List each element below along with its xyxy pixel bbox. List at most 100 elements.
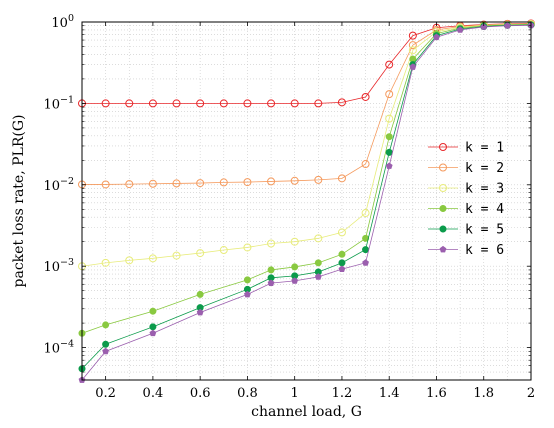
data-point [314, 273, 322, 280]
data-point [362, 246, 370, 254]
data-point [101, 99, 110, 108]
data-point [361, 209, 370, 218]
x-tick-label: 0.6 [190, 386, 211, 401]
data-point [290, 176, 299, 185]
data-point [267, 99, 276, 108]
data-point [196, 290, 204, 298]
data-point [172, 251, 181, 260]
legend-marker [439, 143, 447, 151]
data-point [409, 63, 417, 70]
x-tick-label: 1.2 [332, 386, 353, 401]
data-point [125, 256, 134, 265]
x-tick-label: 1 [291, 386, 299, 401]
data-point [102, 347, 110, 355]
data-point [385, 148, 393, 156]
series-3 [78, 20, 535, 271]
x-axis-label: channel load, G [251, 404, 362, 420]
data-point [480, 23, 488, 30]
data-point [361, 160, 370, 169]
series-line [81, 23, 532, 267]
data-point [385, 90, 394, 99]
data-point [149, 307, 157, 315]
data-point [408, 46, 417, 55]
legend-label: k = 3 [465, 182, 504, 197]
data-point [362, 234, 370, 242]
data-point [408, 31, 417, 40]
data-point [291, 277, 299, 284]
data-point [101, 180, 110, 189]
grid [82, 21, 532, 381]
y-tick-label: 10−2 [43, 176, 74, 194]
data-point [456, 26, 464, 33]
legend-label: k = 4 [465, 202, 504, 217]
data-point [148, 99, 157, 108]
legend-marker [439, 184, 447, 192]
data-point [290, 99, 299, 108]
data-point [148, 254, 157, 263]
data-point [101, 258, 110, 267]
series-line [81, 24, 532, 370]
x-tick-label: 2 [527, 386, 535, 401]
data-point [172, 99, 181, 108]
data-point [290, 237, 299, 246]
data-point [314, 259, 322, 267]
legend-item: k = 2 [428, 161, 504, 176]
legend-marker [439, 205, 447, 213]
data-point [244, 290, 251, 298]
series-6 [78, 21, 535, 383]
data-point [149, 329, 157, 337]
data-point [102, 321, 110, 329]
data-point [314, 234, 323, 243]
data-point [337, 98, 346, 107]
data-point [433, 33, 440, 41]
data-point [219, 99, 228, 108]
data-point [172, 179, 181, 188]
data-point [267, 279, 275, 286]
data-point [314, 99, 323, 108]
data-point [267, 239, 276, 248]
y-tick-label: 100 [51, 13, 74, 31]
y-tick-labels: 10−4 10−3 10−2 10−1 100 [43, 13, 74, 357]
data-point [219, 178, 228, 187]
legend-label: k = 6 [465, 243, 504, 258]
data-point [196, 179, 205, 188]
data-point [362, 259, 369, 266]
data-point [291, 263, 299, 271]
legend-item: k = 6 [428, 243, 504, 258]
series-5 [78, 21, 535, 373]
legend-marker [439, 163, 447, 172]
legend-marker [439, 245, 447, 253]
data-point [125, 180, 134, 189]
y-axis-label: packet loss rate, PLR(G) [11, 115, 27, 288]
series-layer [78, 19, 535, 383]
legend-item: k = 1 [428, 141, 504, 156]
data-point [385, 114, 394, 123]
tick-marks [82, 21, 532, 381]
y-tick-label: 10−1 [43, 94, 74, 112]
data-point [267, 266, 275, 274]
data-point [219, 246, 228, 255]
legend-label: k = 1 [465, 141, 504, 156]
data-point [361, 92, 370, 101]
x-tick-label: 0.8 [237, 386, 258, 401]
legend-marker [439, 225, 447, 233]
x-tick-labels: 0.2 0.4 0.6 0.8 1 1.2 1.4 1.6 1.8 2 [95, 386, 535, 401]
x-tick-label: 0.2 [95, 386, 116, 401]
plot-frame [81, 21, 532, 381]
data-point [149, 323, 157, 331]
data-point [337, 174, 346, 183]
data-point [243, 178, 252, 187]
data-point [338, 250, 346, 258]
legend: k = 1 k = 2 k = 3 k = 4 k = 5 k = 6 [428, 141, 504, 258]
data-point [243, 99, 252, 108]
data-point [314, 175, 323, 184]
data-point [125, 99, 134, 108]
data-point [267, 177, 276, 186]
x-tick-label: 1.6 [426, 386, 447, 401]
data-point [196, 249, 205, 258]
series-line [82, 23, 532, 104]
data-point [338, 265, 346, 273]
data-point [337, 228, 346, 237]
legend-label: k = 5 [465, 223, 504, 238]
